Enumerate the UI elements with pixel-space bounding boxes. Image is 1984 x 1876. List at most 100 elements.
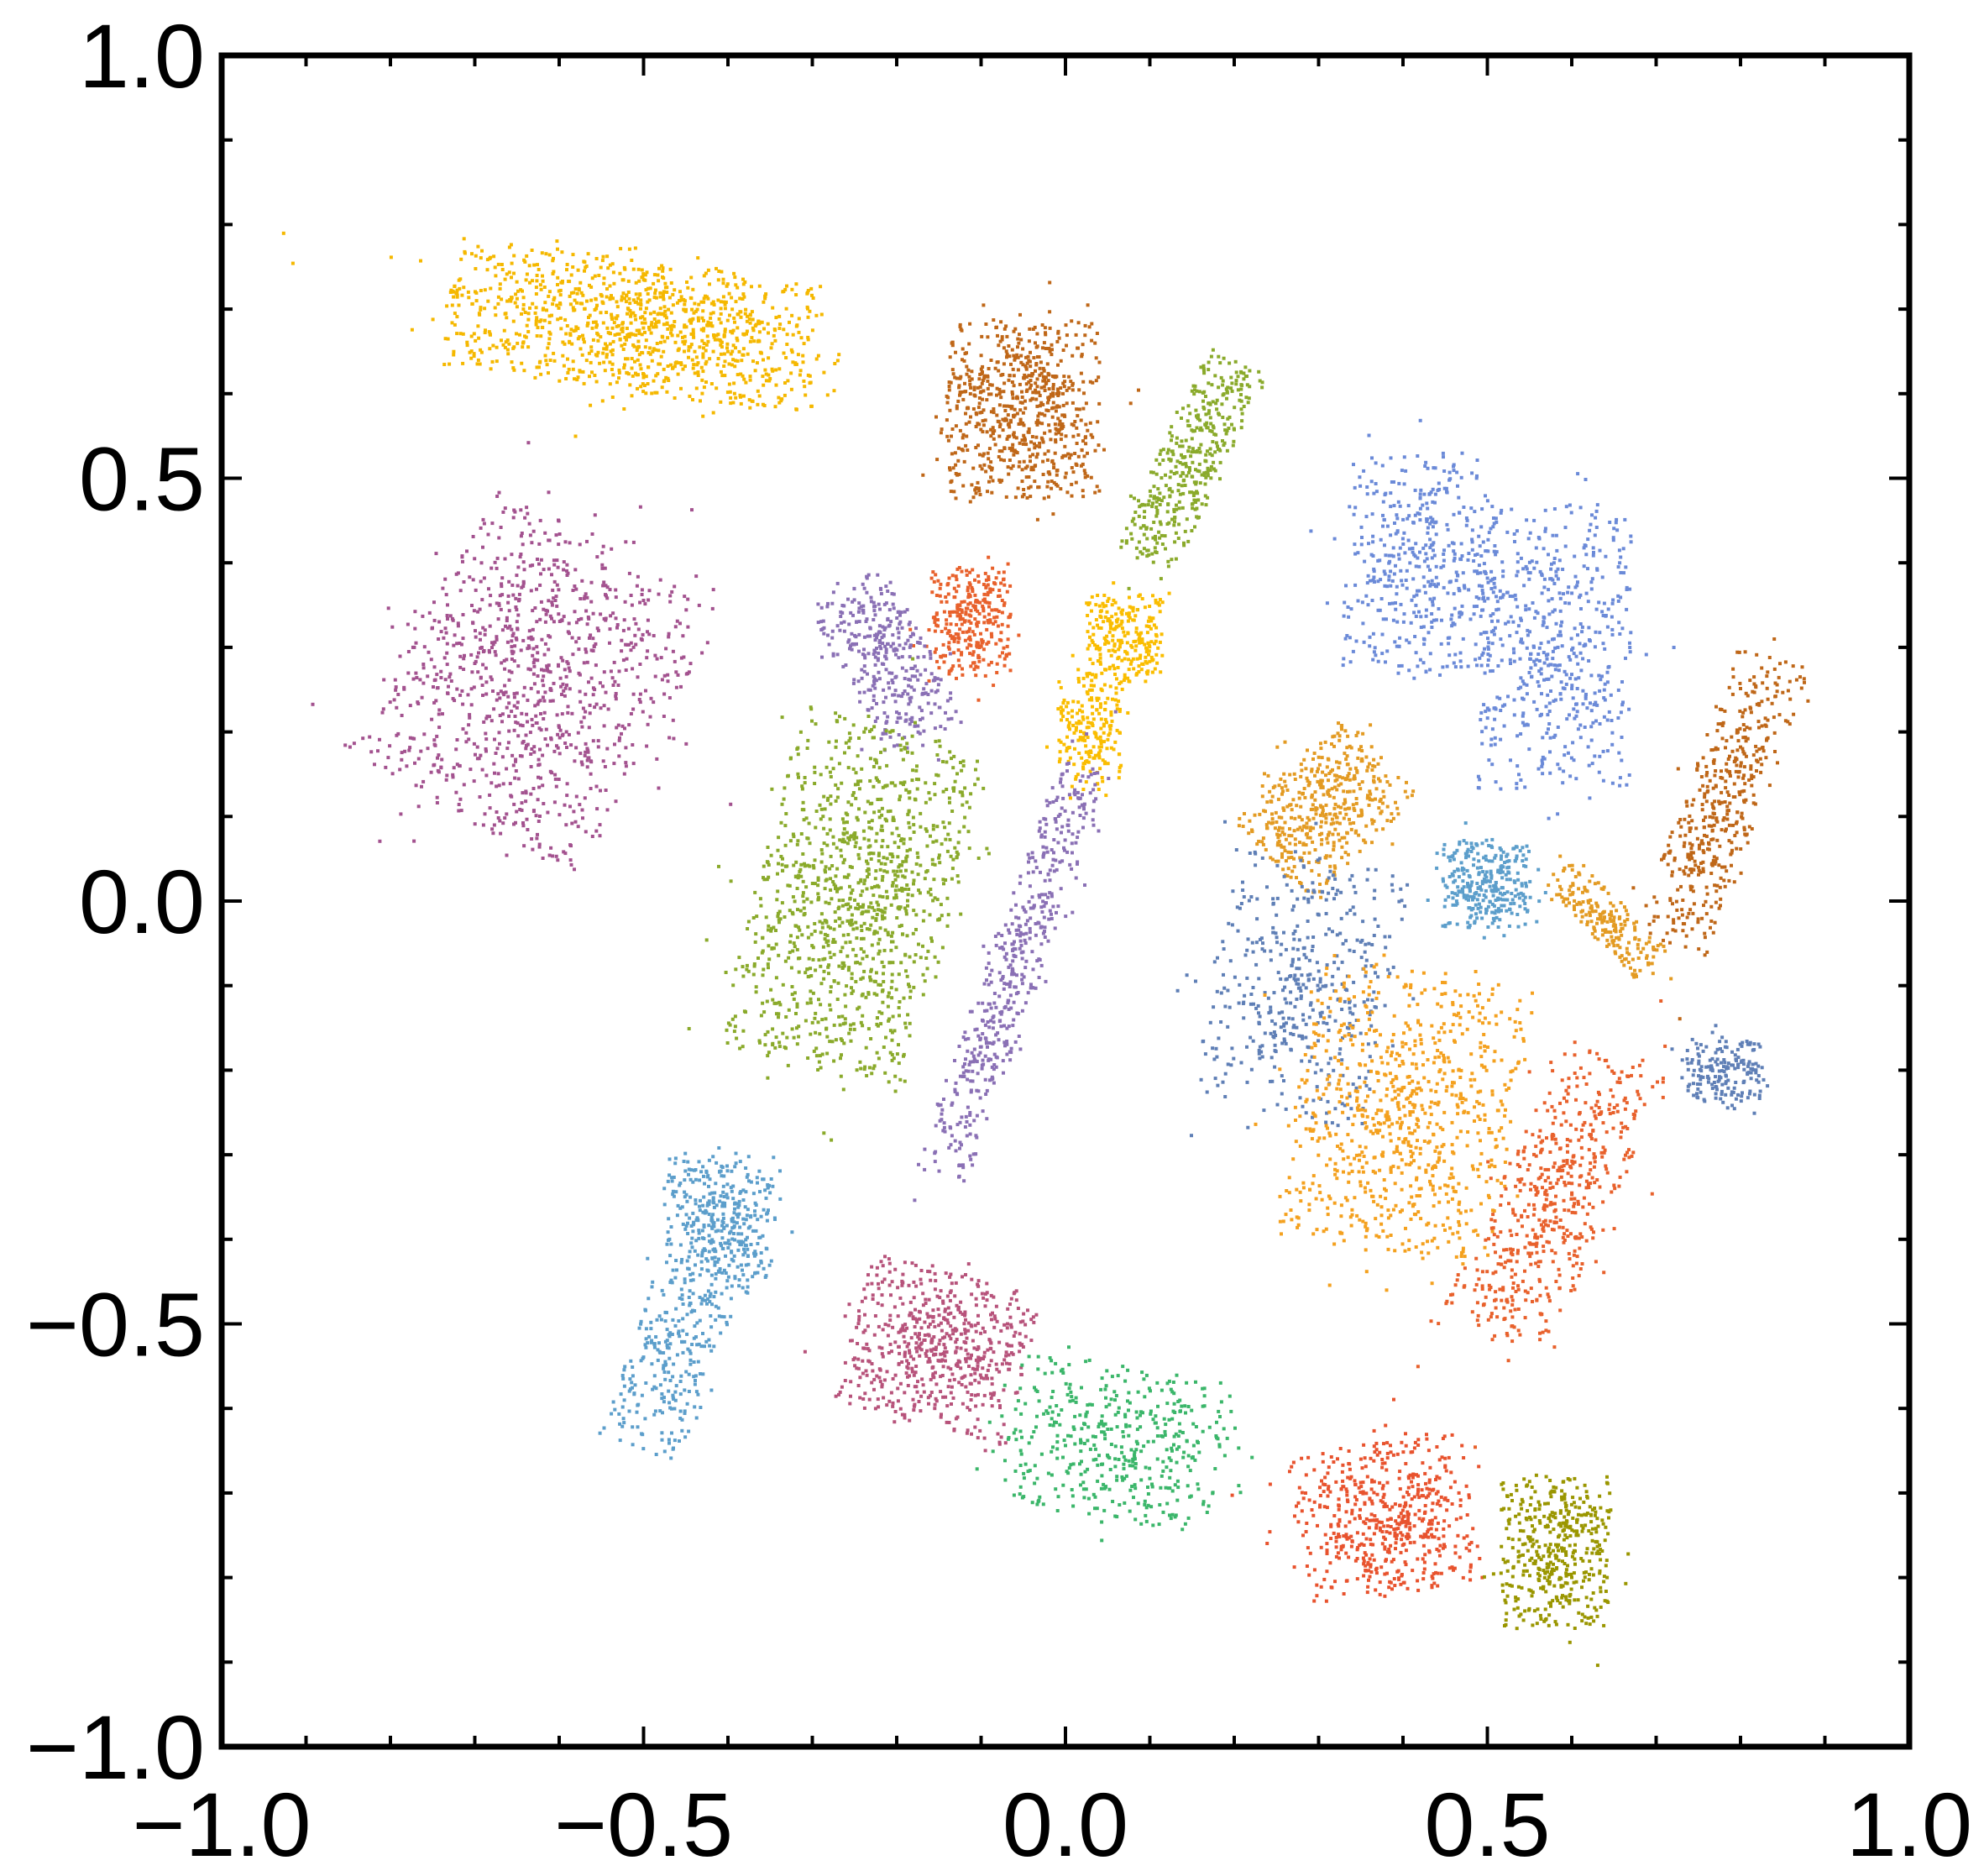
data-point xyxy=(1092,684,1096,688)
data-point xyxy=(919,709,924,713)
data-point xyxy=(524,733,528,737)
data-point xyxy=(891,1014,895,1019)
data-point xyxy=(454,747,458,752)
data-point xyxy=(1248,385,1252,389)
data-point xyxy=(666,336,670,340)
data-point xyxy=(652,317,657,321)
data-point xyxy=(873,663,877,667)
cluster-7 xyxy=(1071,581,1171,693)
data-point xyxy=(558,620,562,623)
data-point xyxy=(1081,710,1085,714)
data-point xyxy=(513,510,517,514)
data-point xyxy=(684,608,688,612)
data-point xyxy=(452,295,456,299)
data-point xyxy=(739,395,742,399)
data-point xyxy=(1106,696,1110,700)
data-point xyxy=(907,983,910,987)
data-point xyxy=(976,385,980,390)
data-point xyxy=(492,762,496,766)
data-point xyxy=(390,772,395,776)
data-point xyxy=(766,1076,770,1080)
data-point xyxy=(700,378,704,382)
data-point xyxy=(936,757,940,762)
data-point xyxy=(1209,354,1213,359)
data-point xyxy=(1002,447,1007,451)
data-point xyxy=(628,301,632,306)
data-point xyxy=(803,862,806,866)
data-point xyxy=(872,652,876,656)
data-point xyxy=(956,584,961,588)
data-point xyxy=(866,652,871,656)
data-point xyxy=(869,857,873,861)
data-point xyxy=(890,1030,894,1035)
data-point xyxy=(1096,623,1099,627)
data-point xyxy=(613,742,616,747)
data-point xyxy=(954,632,958,636)
data-point xyxy=(537,268,541,271)
data-point xyxy=(784,812,788,815)
data-point xyxy=(560,250,564,254)
data-point xyxy=(994,576,998,580)
data-point xyxy=(614,692,618,695)
data-point xyxy=(1194,500,1197,504)
data-point xyxy=(547,567,551,571)
data-point xyxy=(1157,530,1161,534)
data-point xyxy=(784,1015,788,1019)
data-point xyxy=(846,640,851,644)
data-point xyxy=(646,300,650,304)
data-point xyxy=(569,743,573,747)
data-point xyxy=(411,677,416,681)
data-point xyxy=(1075,721,1079,726)
data-point xyxy=(1027,430,1031,434)
data-point xyxy=(1154,514,1159,518)
data-point xyxy=(369,750,374,754)
data-point xyxy=(832,979,836,983)
data-point xyxy=(1022,423,1026,427)
data-point xyxy=(525,272,529,276)
data-point xyxy=(1089,684,1093,688)
data-point xyxy=(789,371,793,375)
data-point xyxy=(589,360,593,364)
data-point xyxy=(434,699,438,703)
data-point xyxy=(454,572,458,576)
data-point xyxy=(741,1029,746,1033)
data-point xyxy=(1066,711,1071,715)
data-point xyxy=(1050,459,1055,463)
data-point xyxy=(950,716,954,721)
cluster-5 xyxy=(908,555,1021,702)
data-point xyxy=(526,345,531,349)
data-point xyxy=(1027,427,1031,431)
data-point xyxy=(727,382,731,386)
data-point xyxy=(997,589,1002,592)
data-point xyxy=(531,723,535,727)
data-point xyxy=(853,845,857,849)
data-point xyxy=(1149,470,1153,474)
data-point xyxy=(478,631,482,636)
data-point xyxy=(1208,416,1212,420)
data-point xyxy=(629,321,633,325)
data-point xyxy=(593,274,597,278)
data-point xyxy=(505,705,509,710)
data-point xyxy=(568,333,573,338)
data-point xyxy=(572,291,576,295)
data-point xyxy=(778,322,783,327)
data-point xyxy=(856,902,860,906)
data-point xyxy=(696,374,700,377)
data-point xyxy=(1051,401,1055,405)
data-point xyxy=(1091,717,1096,721)
data-point xyxy=(536,558,539,561)
data-point xyxy=(1192,392,1196,396)
data-point xyxy=(500,628,505,632)
data-point xyxy=(710,324,715,328)
data-point xyxy=(819,620,823,624)
data-point xyxy=(1097,443,1101,448)
data-point xyxy=(456,621,460,626)
data-point xyxy=(595,807,599,811)
data-point xyxy=(505,640,510,644)
data-point xyxy=(929,834,932,838)
data-point xyxy=(952,586,956,590)
data-point xyxy=(1113,698,1118,702)
data-point xyxy=(473,822,477,826)
data-point xyxy=(522,685,526,689)
data-point xyxy=(657,279,661,283)
